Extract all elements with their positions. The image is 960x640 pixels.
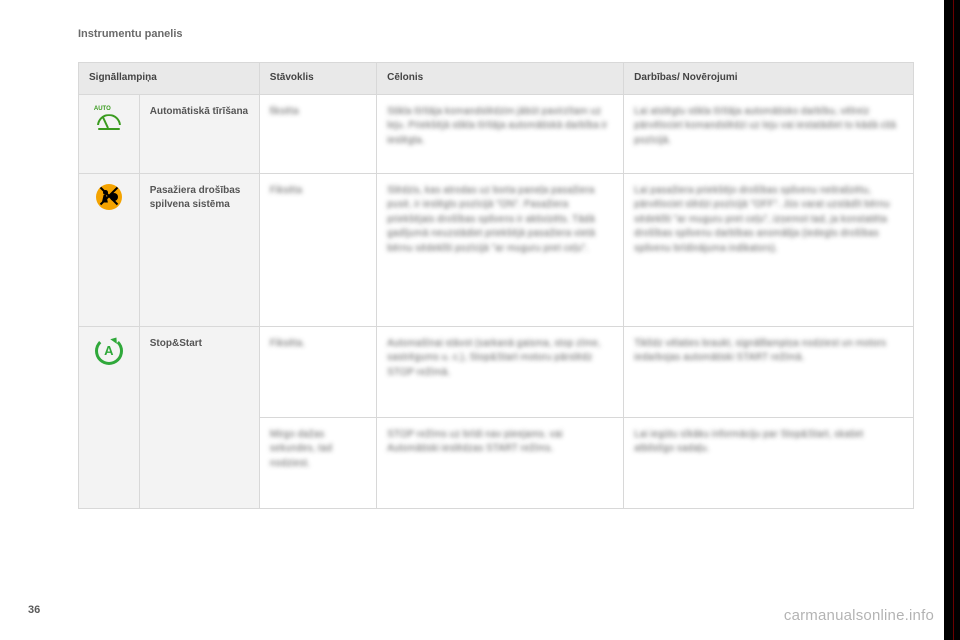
wiper-auto-icon: AUTO <box>94 105 124 129</box>
header-action: Darbības/ Novērojumi <box>624 63 914 95</box>
passenger-airbag-off-icon <box>96 184 122 210</box>
manual-page: Instrumentu panelis Signāllampiņa Stāvok… <box>0 0 960 640</box>
page-number: 36 <box>28 604 40 616</box>
cause-cell: Stikla tīrītāja komandslēdzim jābūt pavi… <box>377 94 624 173</box>
state-cell: fiksēta <box>259 94 376 173</box>
table-row: Pasažiera drošības spilvena sistēma Fiks… <box>79 173 914 326</box>
table-row: AUTO Automātiskā tīrīšana fiksēta Stikla… <box>79 94 914 173</box>
lamp-name: Pasažiera drošības spilvena sistēma <box>139 173 259 326</box>
action-cell: Lai pasažiera priekšējo drošības spilven… <box>624 173 914 326</box>
cause-cell: Automašīnai stāvot (sarkanā gaisma, stop… <box>377 326 624 417</box>
stop-start-icon: A <box>95 337 123 365</box>
state-cell: Fiksēta. <box>259 326 376 417</box>
icon-cell <box>79 173 140 326</box>
icon-cell: AUTO <box>79 94 140 173</box>
table-row: A Stop&Start Fiksēta. Automašīnai stāvot… <box>79 326 914 417</box>
table-header-row: Signāllampiņa Stāvoklis Cēlonis Darbības… <box>79 63 914 95</box>
action-cell: Lai iegūtu sīkāku informāciju par Stop&S… <box>624 417 914 508</box>
icon-cell: A <box>79 326 140 508</box>
lamp-name: Automātiskā tīrīšana <box>139 94 259 173</box>
header-cause: Cēlonis <box>377 63 624 95</box>
watermark: carmanualsonline.info <box>784 607 934 624</box>
header-state: Stāvoklis <box>259 63 376 95</box>
cause-cell: Slēdzis, kas atrodas uz borta paneļa pas… <box>377 173 624 326</box>
cause-cell: STOP režīms uz brīdi nav pieejams. vai A… <box>377 417 624 508</box>
lamp-name: Stop&Start <box>139 326 259 508</box>
page-title: Instrumentu panelis <box>78 28 183 40</box>
action-cell: Tiklīdz vēlaties braukt, signālllampiņa … <box>624 326 914 417</box>
side-color-strip <box>944 0 960 640</box>
warning-lights-table: Signāllampiņa Stāvoklis Cēlonis Darbības… <box>78 62 914 509</box>
state-cell: Fiksēta <box>259 173 376 326</box>
state-cell: Mirgo dažas sekundes, tad nodziest. <box>259 417 376 508</box>
action-cell: Lai atslēgtu stikla tīrītāja automātisko… <box>624 94 914 173</box>
header-signal-lamp: Signāllampiņa <box>79 63 260 95</box>
